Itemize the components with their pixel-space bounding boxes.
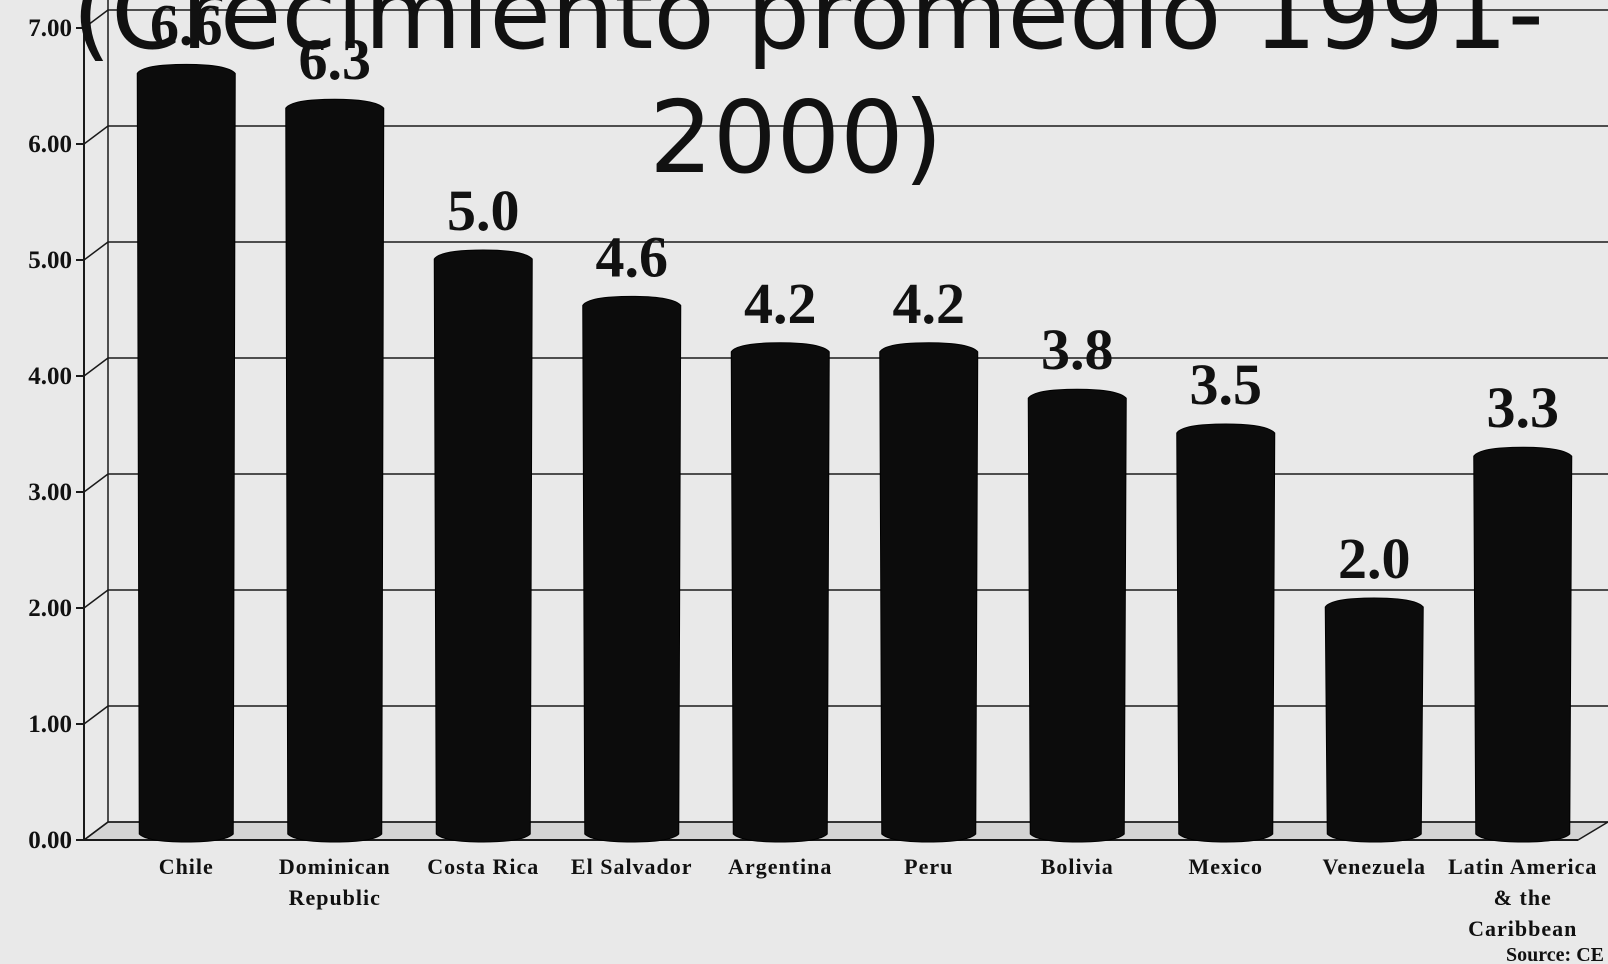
data-label: 4.6 [596,224,669,289]
data-label: 3.8 [1041,317,1114,382]
bar [1028,389,1126,842]
data-label: 3.5 [1190,352,1263,417]
x-tick-label: Argentina [728,854,832,879]
x-tick-label: Bolivia [1041,854,1114,879]
bar [880,343,978,842]
bar [731,343,829,842]
x-tick-label: Caribbean [1468,916,1577,941]
side-gridline [84,358,108,376]
x-tick-label: Mexico [1189,854,1263,879]
bar [1474,447,1572,842]
y-tick-label: 0.00 [28,827,72,854]
bar [286,99,384,842]
data-label: 5.0 [447,178,520,243]
bar [1177,424,1275,842]
bar [583,296,681,842]
side-gridline [84,706,108,724]
y-tick-label: 2.00 [28,595,72,622]
x-tick-label: El Salvador [571,854,693,879]
y-tick-label: 4.00 [28,363,72,390]
side-gridline [84,126,108,144]
bar [1325,598,1423,842]
x-tick-label: Latin America [1448,854,1597,879]
y-tick-label: 5.00 [28,247,72,274]
side-gridline [84,590,108,608]
x-tick-label: Peru [904,854,953,879]
data-label: 4.2 [744,271,817,336]
chart-title-line: (Crecimiento promedio 1991- [72,0,1544,72]
bar [137,64,235,842]
data-label: 2.0 [1338,526,1411,591]
y-tick-labels: 0.00 1.00 2.00 3.00 4.00 5.00 6.00 7.00 [28,15,72,854]
chart-title-line: 2000) [649,79,943,196]
source-note: Source: CE [1506,944,1604,964]
y-tick-label: 3.00 [28,479,72,506]
x-tick-label: & the [1494,885,1552,910]
x-tick-label: Dominican [279,854,391,879]
y-tick-label: 7.00 [28,15,72,42]
y-tick-label: 1.00 [28,711,72,738]
x-tick-label: Chile [159,854,214,879]
y-tick-label: 6.00 [28,131,72,158]
x-tick-label: Republic [289,885,381,910]
data-label: 4.2 [893,271,966,336]
data-label: 3.3 [1487,375,1560,440]
side-gridline [84,242,108,260]
category-labels: Chile Dominican Republic Costa Rica El Salva… [159,854,1598,941]
x-tick-label: Costa Rica [427,854,539,879]
side-gridline [84,474,108,492]
bar [434,250,532,842]
x-tick-label: Venezuela [1322,854,1426,879]
